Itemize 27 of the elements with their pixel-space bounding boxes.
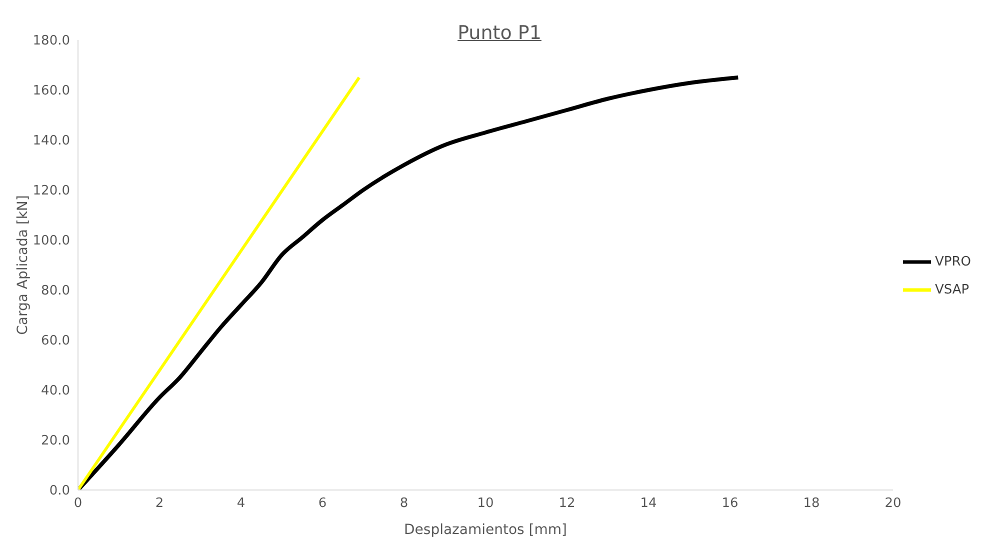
- x-tick-label: 20: [884, 496, 902, 512]
- chart-title: Punto P1: [458, 22, 542, 44]
- y-tick-label: 80.0: [41, 284, 70, 299]
- y-tick-label: 180.0: [32, 34, 70, 49]
- y-axis-title: Carga Aplicada [kN]: [14, 195, 31, 335]
- legend-label: VPRO: [935, 254, 971, 270]
- y-tick-label: 160.0: [32, 84, 70, 99]
- x-axis-title: Desplazamientos [mm]: [404, 522, 567, 538]
- x-tick-label: 14: [640, 496, 657, 512]
- x-tick-label: 2: [155, 496, 164, 512]
- y-tick-label: 20.0: [41, 434, 70, 449]
- x-tick-label: 8: [400, 496, 408, 512]
- legend-label: VSAP: [935, 282, 970, 298]
- y-tick-label: 60.0: [41, 334, 70, 349]
- x-tick-label: 16: [722, 496, 738, 512]
- x-tick-label: 10: [477, 496, 494, 512]
- x-tick-label: 0: [74, 496, 82, 512]
- y-tick-label: 120.0: [32, 184, 70, 199]
- y-tick-label: 40.0: [41, 384, 70, 399]
- y-tick-label: 100.0: [32, 234, 70, 249]
- line-series: [78, 76, 740, 490]
- x-tick-label: 6: [318, 496, 327, 512]
- x-tick-label: 12: [558, 496, 576, 512]
- y-tick-label: 0.0: [49, 484, 70, 499]
- x-tick-label: 18: [803, 496, 820, 512]
- x-tick-label: 4: [236, 496, 246, 512]
- y-tick-label: 140.0: [32, 134, 70, 149]
